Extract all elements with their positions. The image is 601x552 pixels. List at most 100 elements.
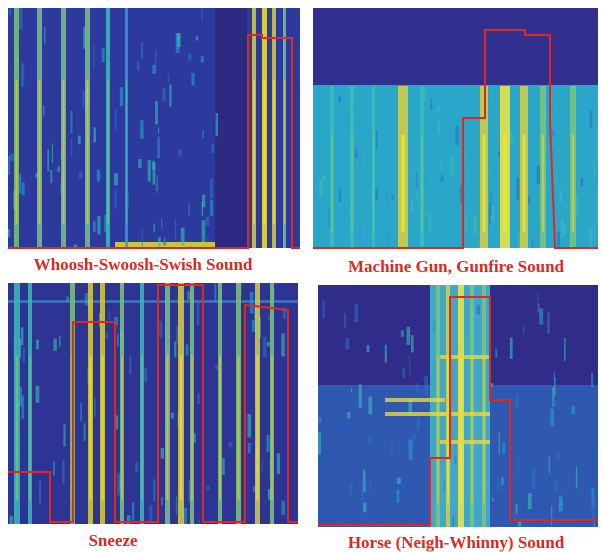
texture [161,448,164,458]
texture [460,165,462,172]
texture [97,216,100,235]
texture [385,412,445,416]
caption: Machine Gun, Gunfire Sound [348,257,565,276]
texture [21,63,24,86]
texture [126,80,127,224]
texture [450,158,453,177]
texture [93,45,94,69]
texture [87,80,89,224]
texture [554,481,557,493]
texture [114,190,116,209]
texture [214,283,216,302]
texture [499,432,500,455]
texture [358,154,361,164]
texture [367,345,370,352]
texture [188,480,189,502]
texture [471,358,473,503]
texture [36,386,40,403]
texture [271,355,273,500]
texture [222,458,225,475]
texture [148,160,151,182]
texture [391,195,393,199]
texture [593,163,595,177]
texture [409,439,413,460]
texture [349,483,352,496]
texture [581,96,583,103]
texture [489,203,490,225]
texture [9,9,11,15]
texture [105,333,108,339]
texture [10,153,14,161]
texture [36,340,39,350]
texture [247,414,251,438]
texture [469,151,472,163]
texture [537,293,538,301]
texture [556,453,560,458]
texture [19,174,21,194]
page: {"panels": [ {"caption": "Whoosh-Swoosh-… [0,0,601,552]
texture [440,440,490,444]
texture [551,505,552,525]
texture [553,100,555,116]
texture [559,501,560,512]
spectrogram [8,283,298,538]
texture [97,170,100,182]
texture [345,313,346,328]
texture [482,135,485,232]
texture [19,8,23,29]
texture [598,366,599,380]
texture [262,459,263,473]
texture [191,355,193,500]
texture [363,502,366,512]
texture [109,310,111,319]
texture [210,200,213,215]
texture [366,222,368,246]
texture [47,149,49,171]
texture [397,490,400,503]
texture [320,180,323,197]
texture [344,203,347,221]
texture [354,304,358,322]
texture [528,493,532,509]
texture [318,432,321,455]
texture [216,113,218,136]
texture [556,173,557,184]
texture [409,355,410,375]
texture [176,496,177,515]
texture [502,443,505,454]
texture [510,132,513,142]
texture [238,355,240,500]
texture [156,184,159,190]
texture [29,355,31,500]
spectrogram-bg [8,8,300,248]
texture [10,516,13,534]
texture [440,156,441,171]
texture [63,80,65,224]
texture [174,341,176,357]
texture [140,120,143,139]
texture [180,355,182,500]
texture [202,195,205,208]
texture [268,315,270,319]
texture [516,178,519,200]
texture [102,48,105,62]
texture [207,486,210,490]
texture [248,443,251,453]
texture [83,423,85,441]
texture [210,179,213,199]
texture [412,435,415,441]
texture [202,220,206,242]
texture [83,27,85,49]
texture [532,241,533,249]
texture [572,135,574,232]
texture [121,355,123,500]
texture [319,417,321,423]
texture [63,424,65,446]
texture [171,413,174,419]
texture [465,212,467,232]
texture [267,435,270,452]
texture [421,135,423,232]
texture [407,327,411,345]
texture [79,172,83,178]
texture [351,135,353,232]
